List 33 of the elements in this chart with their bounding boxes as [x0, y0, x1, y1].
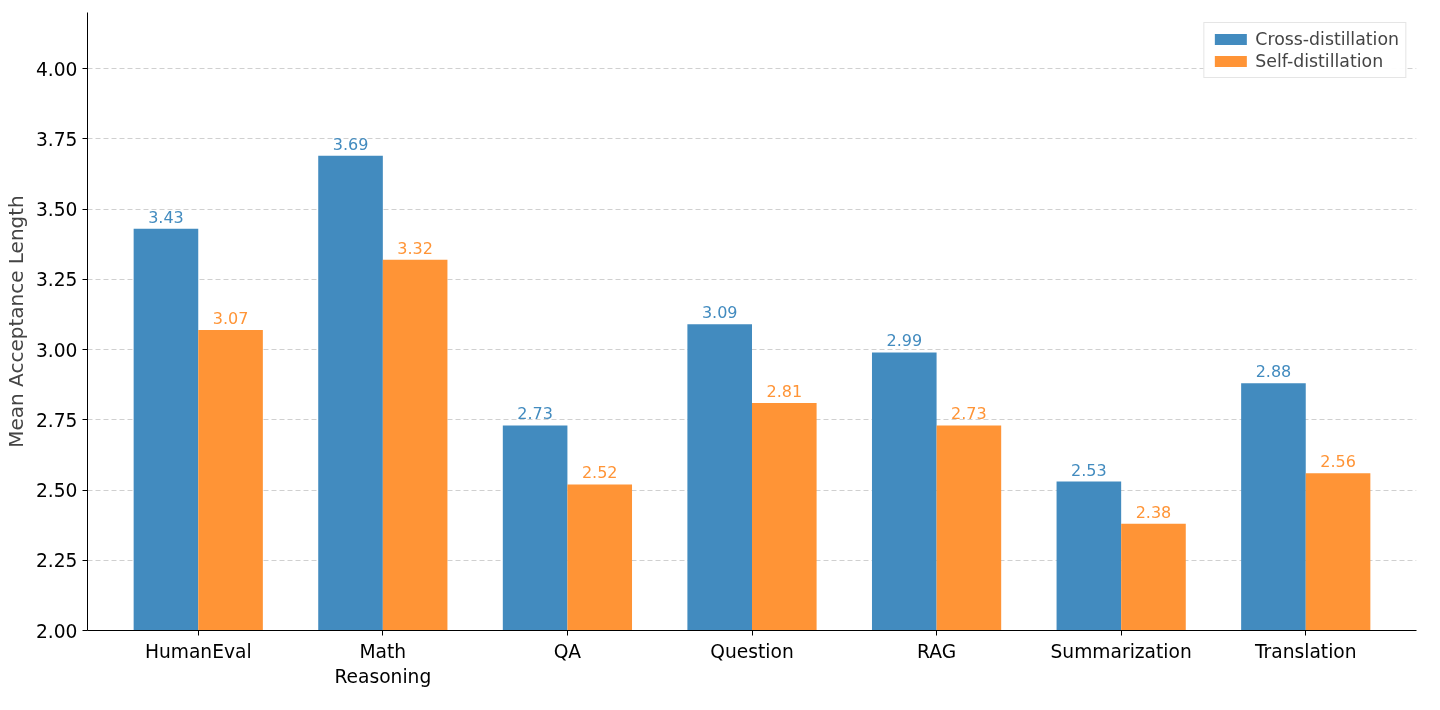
data-label: 2.73	[951, 404, 987, 424]
data-label: 3.43	[148, 207, 184, 227]
data-label: 3.32	[397, 238, 433, 258]
legend-label: Self-distillation	[1255, 51, 1384, 71]
y-tick-label: 2.00	[35, 620, 78, 642]
y-tick-label: 4.00	[35, 58, 78, 80]
data-label: 2.99	[886, 331, 923, 351]
legend-label: Cross-distillation	[1255, 29, 1399, 49]
data-label: 3.07	[212, 308, 249, 328]
y-tick-label: 3.50	[35, 199, 78, 221]
y-axis-title: Mean Acceptance Length	[3, 195, 28, 448]
x-tick-label: Summarization	[1050, 640, 1192, 662]
y-tick-label: 2.75	[35, 409, 78, 431]
x-tick-label: HumanEval	[144, 640, 252, 662]
x-tick-label: Question	[710, 640, 794, 662]
x-tick-label: QA	[553, 640, 582, 662]
y-tick-label: 3.75	[35, 128, 78, 150]
data-label: 3.09	[701, 303, 738, 323]
y-tick-label: 2.50	[35, 480, 78, 502]
x-tick-label: RAG	[917, 640, 957, 662]
data-label: 2.88	[1255, 362, 1292, 382]
data-label: 2.52	[581, 463, 618, 483]
x-tick-label: Math Reasoning	[334, 640, 432, 687]
data-label: 2.56	[1320, 452, 1356, 472]
data-label: 2.53	[1071, 460, 1107, 480]
data-label: 2.73	[517, 404, 553, 424]
y-tick-label: 3.25	[35, 269, 78, 291]
data-label: 3.69	[332, 134, 369, 154]
data-label: 2.81	[766, 381, 803, 401]
x-tick-label: Translation	[1253, 640, 1357, 662]
data-label: 2.38	[1135, 502, 1172, 522]
y-tick-label: 3.00	[35, 339, 78, 361]
y-tick-label: 2.25	[35, 550, 78, 572]
